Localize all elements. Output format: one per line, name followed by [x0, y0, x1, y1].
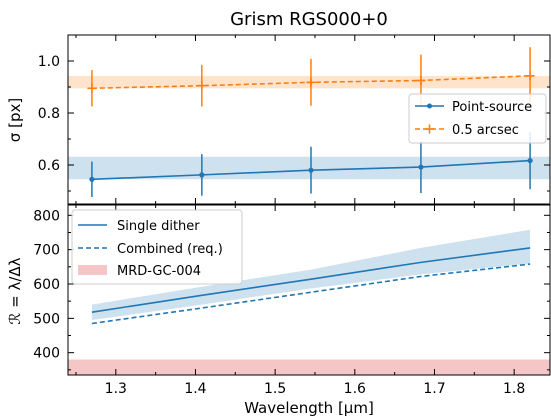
sigma-y-axis-label: σ [px] [6, 98, 24, 142]
sigma-y-tick-label: 1.0 [38, 54, 60, 70]
sigma-y-tick-label: 0.6 [38, 158, 60, 174]
sigma-axes: 0.6 0.8 1.0 [38, 35, 550, 204]
resolution-series [91, 247, 531, 325]
sigma-point [527, 157, 533, 164]
legend-arcsec-label: 0.5 arcsec [452, 123, 519, 138]
sigma-point [418, 164, 424, 170]
legend-combined-label: Combined (req.) [117, 242, 223, 257]
chart-title: Grism RGS000+0 [230, 9, 388, 30]
sigma-plot-frame [67, 34, 551, 205]
legend-point-source-marker [427, 103, 432, 109]
sigma-panel: 0.6 0.8 1.0 Grism RGS000+0 σ [px] Point-so… [6, 9, 551, 205]
resolution-y-tick-label: 700 [33, 243, 60, 259]
sigma-point [89, 176, 95, 182]
legend-mrd-label: MRD-GC-004 [117, 264, 201, 279]
resolution-legend-box [71, 209, 243, 285]
sigma-band-0 [68, 156, 550, 180]
x-tick-label: 1.5 [264, 381, 286, 397]
resolution-y-tick-label: 600 [33, 277, 60, 293]
resolution-axes: 400 500 600 700 800 1.3 1.4 1.5 1.6 1.7 1.8 [33, 205, 550, 397]
resolution-panel: 400 500 600 700 800 1.3 1.4 1.5 1.6 1.7 1.8 ℛ = λ/… [6, 204, 551, 417]
x-tick-label: 1.8 [503, 381, 525, 397]
sigma-y-tick-label: 0.8 [38, 106, 60, 122]
resolution-plot-frame [67, 204, 551, 376]
single-dither-band [91, 229, 531, 321]
requirement-band [68, 359, 550, 375]
x-tick-label: 1.6 [344, 381, 366, 397]
x-tick-label: 1.7 [423, 381, 445, 397]
resolution-bands [68, 229, 550, 375]
resolution-y-tick-label: 500 [33, 311, 60, 327]
resolution-y-tick-label: 400 [33, 346, 60, 362]
resolution-series-line-1 [91, 263, 531, 325]
legend-single-dither-label: Single dither [117, 219, 200, 234]
legend-mrd-swatch [78, 265, 107, 275]
legend-point-source-label: Point-source [452, 100, 532, 115]
sigma-point [199, 172, 205, 178]
resolution-legend: Single dither Combined (req.) MRD-GC-004 [71, 209, 243, 285]
x-tick-label: 1.4 [184, 381, 206, 397]
resolution-y-axis-label: ℛ = λ/Δλ [6, 257, 24, 324]
x-tick-label: 1.3 [105, 381, 127, 397]
sigma-legend: Point-source 0.5 arcsec [408, 93, 547, 144]
x-axis-label: Wavelength [μm] [244, 399, 374, 417]
sigma-point [308, 167, 314, 173]
resolution-y-tick-label: 800 [33, 208, 60, 224]
resolution-series-line-0 [91, 247, 531, 313]
